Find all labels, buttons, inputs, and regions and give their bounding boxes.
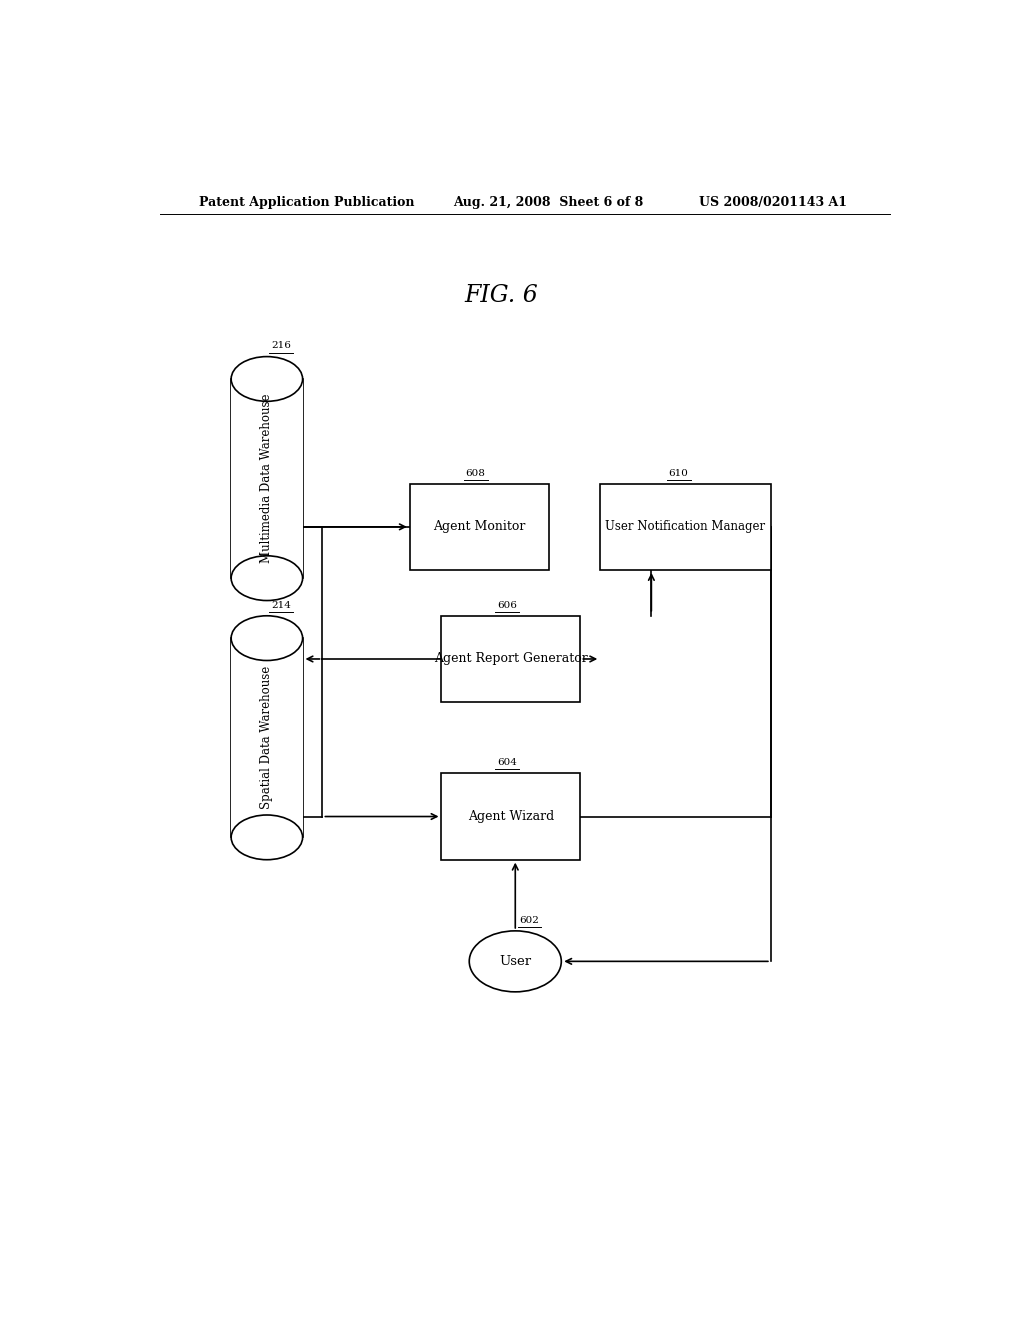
Ellipse shape bbox=[231, 814, 303, 859]
Text: 216: 216 bbox=[270, 342, 291, 351]
Text: 214: 214 bbox=[270, 601, 291, 610]
Text: User Notification Manager: User Notification Manager bbox=[605, 520, 766, 533]
Text: User: User bbox=[500, 954, 531, 968]
Text: 610: 610 bbox=[669, 469, 688, 478]
Bar bbox=[600, 483, 771, 570]
Text: 604: 604 bbox=[497, 758, 517, 767]
Bar bbox=[231, 638, 303, 837]
Text: 606: 606 bbox=[497, 601, 517, 610]
Ellipse shape bbox=[231, 556, 303, 601]
Text: Patent Application Publication: Patent Application Publication bbox=[200, 195, 415, 209]
Text: FIG. 6: FIG. 6 bbox=[464, 284, 538, 308]
Text: Aug. 21, 2008  Sheet 6 of 8: Aug. 21, 2008 Sheet 6 of 8 bbox=[454, 195, 644, 209]
Text: 608: 608 bbox=[465, 469, 485, 478]
Ellipse shape bbox=[231, 615, 303, 660]
Bar bbox=[441, 774, 581, 859]
Text: Agent Wizard: Agent Wizard bbox=[468, 810, 554, 822]
Text: 602: 602 bbox=[519, 916, 539, 925]
Bar bbox=[441, 615, 581, 702]
Text: Spatial Data Warehouse: Spatial Data Warehouse bbox=[260, 667, 273, 809]
Bar bbox=[410, 483, 549, 570]
Ellipse shape bbox=[469, 931, 561, 991]
Text: US 2008/0201143 A1: US 2008/0201143 A1 bbox=[699, 195, 848, 209]
Ellipse shape bbox=[231, 356, 303, 401]
Text: Multimedia Data Warehouse: Multimedia Data Warehouse bbox=[260, 393, 273, 564]
Text: Agent Report Generator: Agent Report Generator bbox=[434, 652, 588, 665]
Text: Agent Monitor: Agent Monitor bbox=[433, 520, 525, 533]
Bar bbox=[231, 379, 303, 578]
